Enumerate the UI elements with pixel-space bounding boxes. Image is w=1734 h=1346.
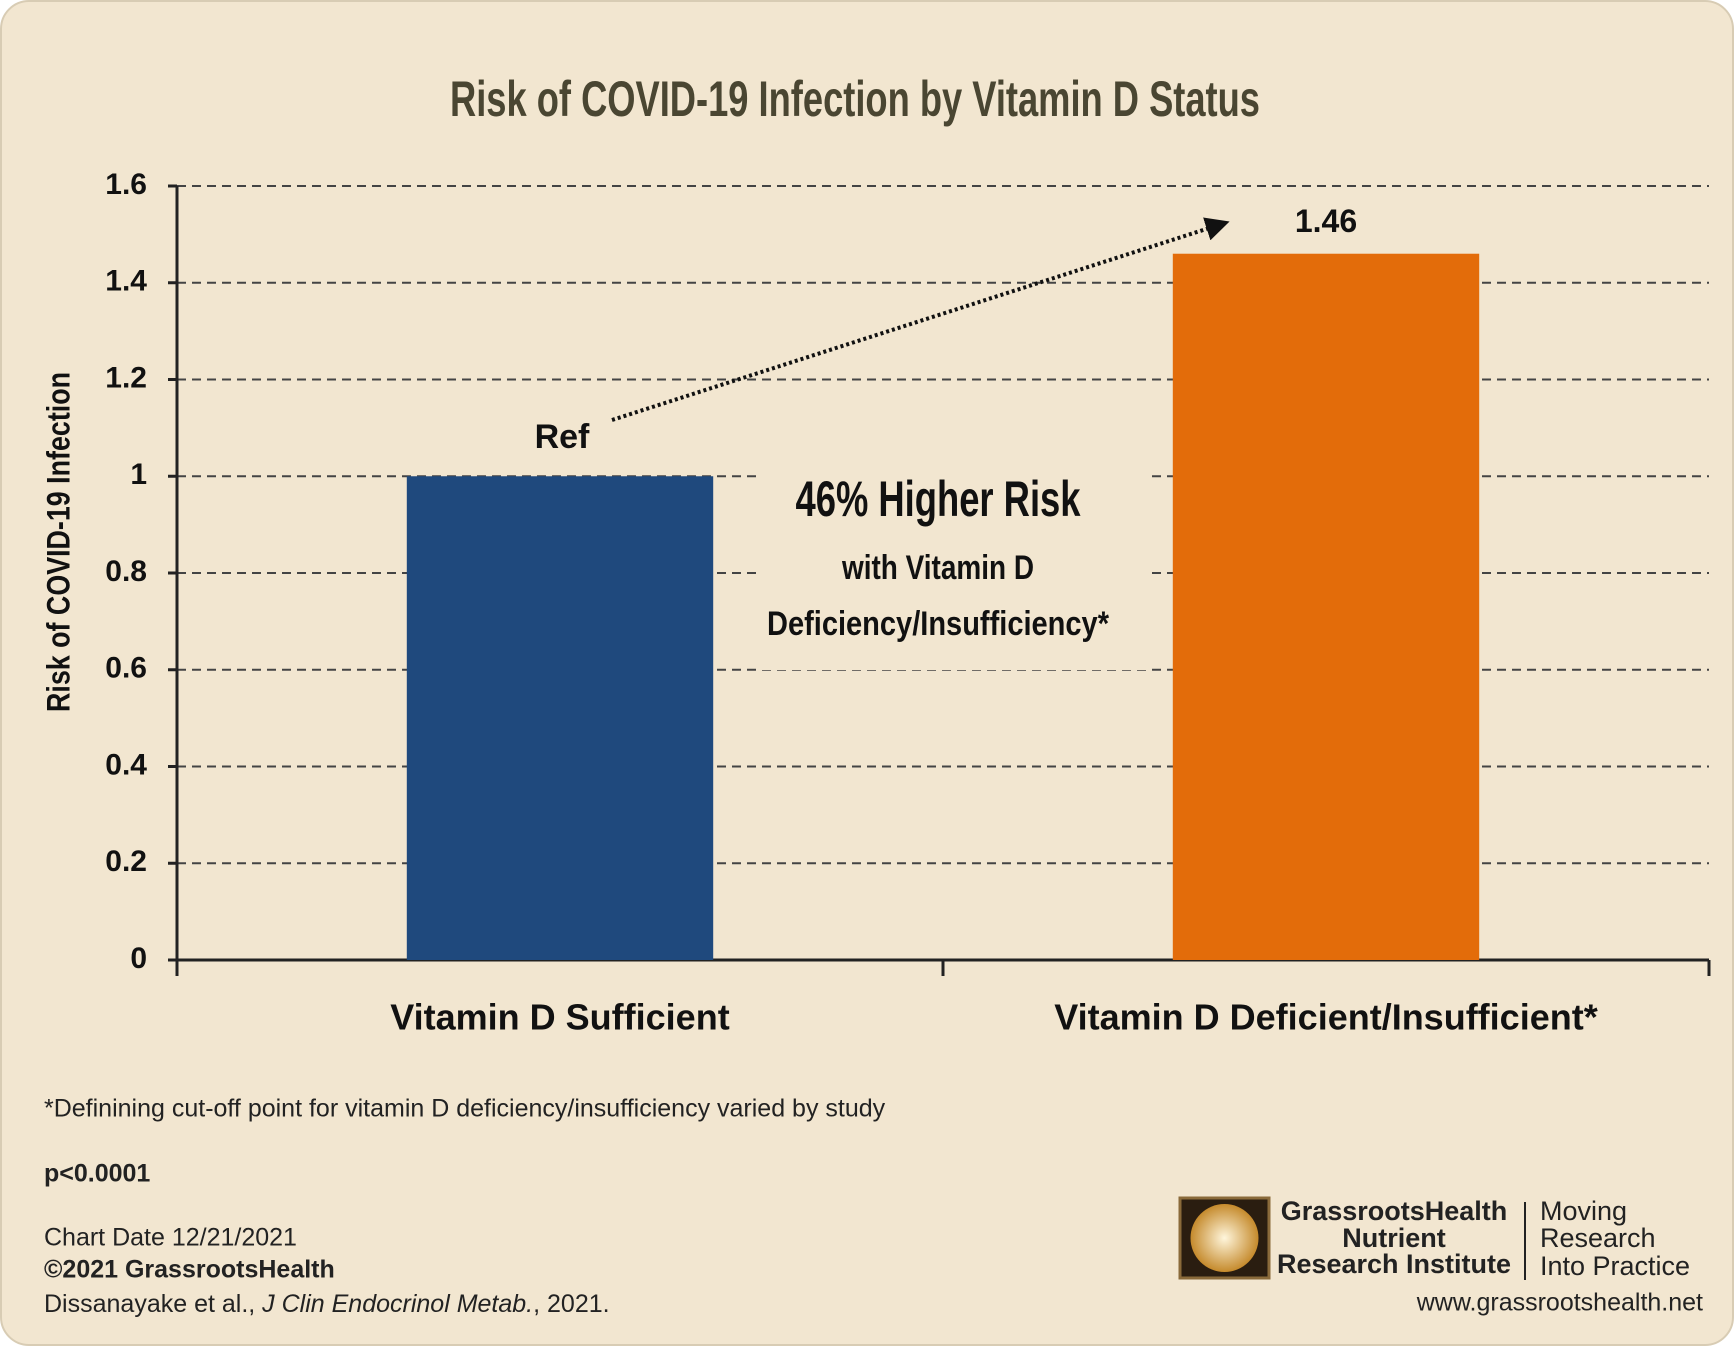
- y-tick-label: 1.4: [105, 265, 147, 298]
- logo-name: Nutrient: [1342, 1223, 1446, 1253]
- data-label: 1.46: [1295, 203, 1357, 239]
- logo-url: www.grassrootshealth.net: [1416, 1289, 1703, 1317]
- annotation-line: Deficiency/Insufficiency*: [767, 605, 1110, 643]
- annotation-headline: 46% Higher Risk: [796, 471, 1081, 527]
- y-tick-label: 0.2: [105, 845, 147, 878]
- bar: [406, 476, 714, 960]
- y-tick-label: 0.4: [105, 748, 147, 781]
- y-tick-label: 1: [130, 458, 147, 491]
- p-value: p<0.0001: [44, 1160, 150, 1188]
- bar: [1172, 253, 1480, 961]
- arrow: [611, 217, 1230, 422]
- y-tick-label: 0.6: [105, 652, 147, 685]
- y-axis-label: Risk of COVID-19 Infection: [40, 372, 76, 712]
- footnote: *Definining cut-off point for vitamin D …: [44, 1095, 886, 1123]
- y-tick-label: 1.2: [105, 361, 147, 394]
- y-tick-label: 0.8: [105, 555, 147, 588]
- logo-tagline: Into Practice: [1540, 1251, 1690, 1281]
- logo-name: GrassrootsHealth: [1281, 1196, 1508, 1226]
- logo-tagline: Research: [1540, 1223, 1656, 1253]
- y-tick-label: 0: [130, 942, 147, 975]
- chart-title: Risk of COVID-19 Infection by Vitamin D …: [450, 71, 1260, 127]
- logo-name: Research Institute: [1277, 1249, 1511, 1279]
- annotation-line: with Vitamin D: [841, 549, 1034, 587]
- citation-authors: Dissanayake et al.,: [44, 1290, 262, 1318]
- x-tick-label: Vitamin D Sufficient: [390, 997, 729, 1038]
- citation-journal: J Clin Endocrinol Metab.: [261, 1290, 533, 1318]
- logo-tagline: Moving: [1540, 1196, 1627, 1226]
- citation-year: , 2021.: [533, 1290, 609, 1318]
- y-tick-label: 1.6: [105, 168, 147, 201]
- copyright: ©2021 GrassrootsHealth: [44, 1256, 335, 1284]
- citation: Dissanayake et al., J Clin Endocrinol Me…: [44, 1290, 610, 1318]
- annotation-background: [760, 455, 1150, 670]
- x-tick-label: Vitamin D Deficient/Insufficient*: [1054, 997, 1597, 1038]
- logo-emblem: [1190, 1204, 1259, 1272]
- chart-date: Chart Date 12/21/2021: [44, 1224, 297, 1252]
- bars: [406, 253, 1480, 961]
- ref-label: Ref: [535, 418, 590, 456]
